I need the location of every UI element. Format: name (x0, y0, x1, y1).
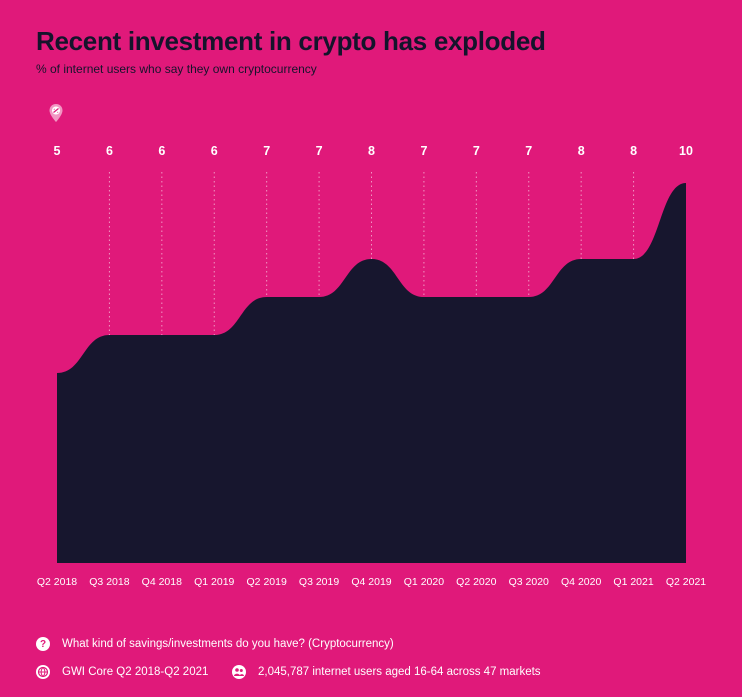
footer-source: GWI Core Q2 2018-Q2 2021 (36, 665, 208, 679)
x-tick-label: Q2 2018 (37, 576, 77, 588)
data-label: 10 (679, 144, 693, 158)
x-tick-label: Q4 2020 (561, 576, 601, 588)
x-tick-label: Q2 2019 (247, 576, 287, 588)
footer-sample-text: 2,045,787 internet users aged 16-64 acro… (258, 666, 541, 678)
x-axis-tick-labels: Q2 2018 Q3 2018 Q4 2018 Q1 2019 Q2 2019 Q3 20… (37, 576, 706, 588)
chart-area-series (57, 183, 686, 563)
globe-icon (36, 665, 50, 679)
chart-title: Recent investment in crypto has exploded (36, 26, 546, 56)
x-tick-label: Q3 2018 (89, 576, 129, 588)
x-tick-label: Q4 2019 (351, 576, 391, 588)
data-label: 7 (263, 144, 270, 158)
data-label: 7 (525, 144, 532, 158)
x-tick-label: Q3 2019 (299, 576, 339, 588)
footer-question: ? What kind of savings/investments do yo… (36, 637, 394, 651)
x-tick-label: Q2 2021 (666, 576, 706, 588)
data-label: 6 (106, 144, 113, 158)
footer-source-text: GWI Core Q2 2018-Q2 2021 (62, 666, 209, 678)
question-icon: ? (36, 637, 50, 651)
data-labels: 5 6 6 6 7 7 8 7 7 7 8 8 10 (54, 144, 693, 158)
data-label: 5 (54, 144, 61, 158)
data-label: 8 (630, 144, 637, 158)
x-tick-label: Q4 2018 (142, 576, 182, 588)
people-icon (232, 665, 246, 679)
data-label: 6 (158, 144, 165, 158)
data-label: 7 (473, 144, 480, 158)
location-pin-icon (49, 104, 63, 122)
chart-subtitle: % of internet users who say they own cry… (36, 62, 317, 76)
data-label: 8 (368, 144, 375, 158)
data-label: 8 (578, 144, 585, 158)
data-label: 6 (211, 144, 218, 158)
footer-sample: 2,045,787 internet users aged 16-64 acro… (232, 665, 541, 679)
x-tick-label: Q1 2019 (194, 576, 234, 588)
x-tick-label: Q1 2021 (613, 576, 653, 588)
data-label: 7 (316, 144, 323, 158)
data-label: 7 (420, 144, 427, 158)
x-tick-label: Q2 2020 (456, 576, 496, 588)
footer-question-text: What kind of savings/investments do you … (62, 638, 394, 650)
x-tick-label: Q3 2020 (509, 576, 549, 588)
x-tick-label: Q1 2020 (404, 576, 444, 588)
